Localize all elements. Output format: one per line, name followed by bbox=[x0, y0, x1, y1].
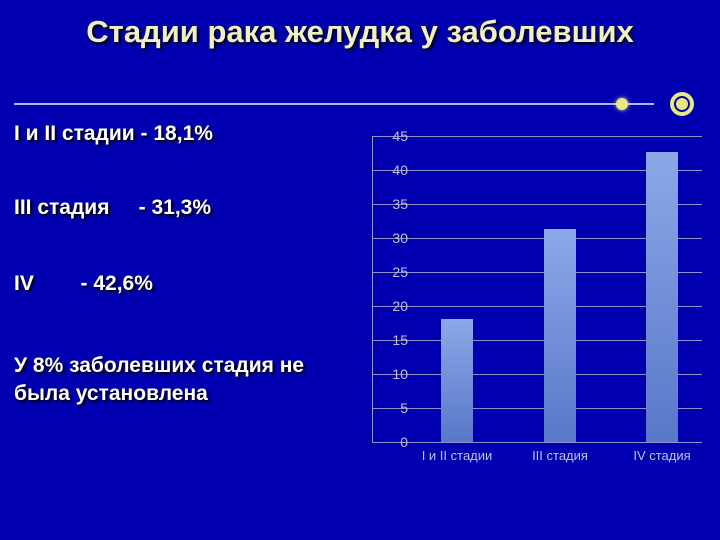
y-tick-label: 25 bbox=[368, 264, 408, 280]
stage-4-text: IV - 42,6% bbox=[14, 272, 153, 296]
plot-area bbox=[372, 136, 702, 442]
stages-bar-chart: 051015202530354045I и II стадииIII стади… bbox=[330, 136, 702, 516]
y-tick-label: 40 bbox=[368, 162, 408, 178]
y-tick-label: 0 bbox=[368, 434, 408, 450]
x-tick-label: III стадия bbox=[515, 448, 605, 464]
y-tick-label: 20 bbox=[368, 298, 408, 314]
y-tick-label: 30 bbox=[368, 230, 408, 246]
stage-1-2-text: I и II стадии - 18,1% bbox=[14, 122, 213, 146]
y-tick-label: 35 bbox=[368, 196, 408, 212]
divider-ring-center-icon bbox=[676, 98, 688, 110]
y-tick-label: 10 bbox=[368, 366, 408, 382]
y-tick-label: 45 bbox=[368, 128, 408, 144]
y-tick-label: 15 bbox=[368, 332, 408, 348]
x-tick-label: I и II стадии bbox=[412, 448, 502, 464]
divider bbox=[14, 92, 706, 116]
divider-dot-icon bbox=[616, 98, 628, 110]
x-tick-label: IV стадия bbox=[617, 448, 707, 464]
slide: Стадии рака желудка у заболевших I и II … bbox=[0, 0, 720, 540]
gridline bbox=[372, 442, 702, 443]
gridline bbox=[372, 136, 702, 137]
unknown-stage-text: У 8% заболевших стадия не была установле… bbox=[14, 352, 314, 409]
divider-line bbox=[14, 103, 654, 105]
slide-title: Стадии рака желудка у заболевших bbox=[0, 14, 720, 50]
bar bbox=[646, 152, 678, 442]
bar bbox=[544, 229, 576, 442]
bar bbox=[441, 319, 473, 442]
stage-3-text: III стадия - 31,3% bbox=[14, 196, 211, 220]
y-tick-label: 5 bbox=[368, 400, 408, 416]
